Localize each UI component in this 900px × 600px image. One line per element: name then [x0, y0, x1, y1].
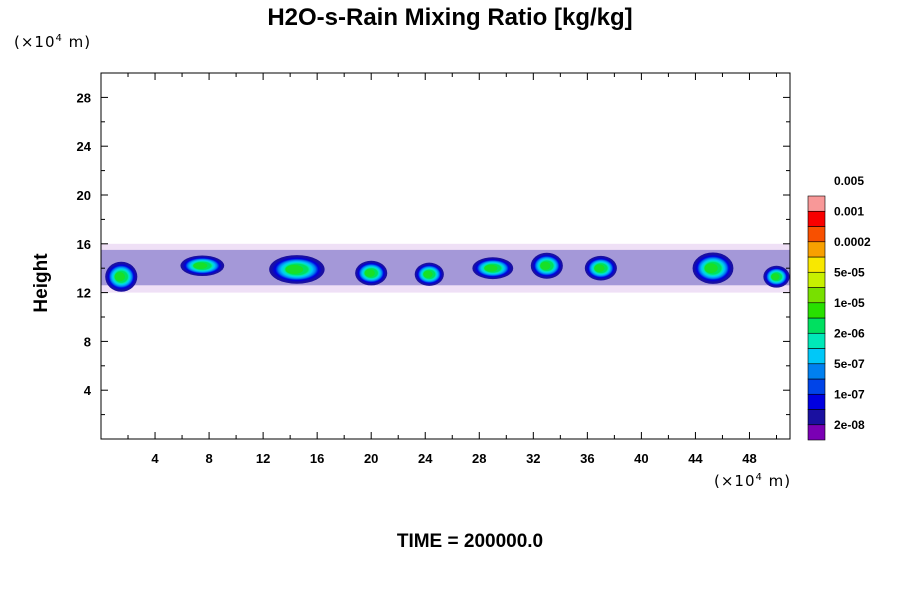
colorbar-swatch — [807, 378, 826, 395]
y-tick-label: 16 — [77, 237, 91, 252]
colorbar-swatch — [807, 317, 826, 334]
time-label: TIME = 200000.0 — [396, 531, 544, 552]
cloud-core-5 — [484, 264, 498, 272]
plot-frame — [100, 72, 791, 440]
colorbar-swatch — [807, 348, 826, 365]
colorbar-label: 5e-05 — [834, 265, 865, 279]
colorbar-swatch — [807, 393, 826, 410]
y-unit-exponent: 4 — [55, 33, 63, 44]
x-tick-label: 4 — [151, 451, 159, 466]
colorbar-swatch — [807, 226, 826, 243]
colorbar-swatch — [807, 256, 826, 273]
chart-title: H2O-s-Rain Mixing Ratio [kg/kg] — [267, 4, 633, 31]
x-tick-label: 48 — [742, 451, 756, 466]
y-tick-label: 12 — [77, 286, 91, 301]
colorbar-label: 5e-07 — [834, 357, 865, 371]
y-unit-suffix: m) — [62, 33, 92, 51]
y-tick-label: 20 — [77, 188, 91, 203]
colorbar-label: 0.001 — [834, 204, 864, 218]
colorbar-swatch — [807, 363, 826, 380]
colorbar-label: 1e-05 — [834, 296, 865, 310]
colorbar-label: 2e-06 — [834, 326, 865, 340]
y-tick-label: 8 — [84, 334, 91, 349]
cloud-core-4 — [423, 270, 433, 278]
x-axis-unit: (×104 m) — [714, 472, 791, 490]
cloud-core-3 — [364, 269, 375, 277]
cloud-core-6 — [540, 261, 551, 270]
colorbar-swatch — [807, 271, 826, 288]
x-tick-label: 20 — [364, 451, 378, 466]
x-tick-label: 16 — [310, 451, 324, 466]
plot-area — [101, 243, 790, 293]
x-tick-label: 32 — [526, 451, 540, 466]
y-tick-label: 24 — [77, 139, 92, 154]
x-unit-suffix: m) — [762, 472, 792, 490]
x-tick-label: 8 — [205, 451, 212, 466]
y-tick-label: 4 — [84, 383, 92, 398]
colorbar-swatch — [807, 302, 826, 319]
colorbar-swatch — [807, 195, 826, 212]
colorbar-label: 0.0002 — [834, 235, 871, 249]
y-axis-unit: (×104 m) — [14, 33, 91, 51]
colorbar-swatch — [807, 424, 826, 441]
colorbar-label: 1e-07 — [834, 387, 865, 401]
x-tick-label: 44 — [688, 451, 703, 466]
colorbar-swatch — [807, 287, 826, 304]
cloud-core-8 — [704, 263, 718, 274]
x-unit-prefix: (×10 — [714, 472, 756, 490]
x-tick-label: 36 — [580, 451, 594, 466]
colorbar-swatch — [807, 332, 826, 349]
colorbar-label: 0.005 — [834, 174, 864, 188]
colorbar: 2e-08 1e-07 5e-07 2e-06 1e-05 5e-05 0.0002 0.00… — [807, 174, 871, 441]
cloud-core-0 — [114, 272, 125, 282]
cloud-core-7 — [594, 264, 605, 273]
colorbar-swatch — [807, 409, 826, 426]
y-unit-prefix: (×10 — [14, 33, 56, 51]
colorbar-label: 2e-08 — [834, 418, 865, 432]
colorbar-swatch — [807, 210, 826, 227]
x-tick-label: 24 — [418, 451, 433, 466]
cloud-core-1 — [193, 262, 208, 269]
cloud-core-2 — [285, 264, 304, 274]
colorbar-swatch — [807, 241, 826, 258]
cloud-core-9 — [771, 273, 780, 281]
x-tick-label: 12 — [256, 451, 270, 466]
x-tick-label: 28 — [472, 451, 486, 466]
x-tick-label: 40 — [634, 451, 648, 466]
y-tick-label: 28 — [77, 90, 91, 105]
x-unit-exponent: 4 — [755, 472, 763, 483]
